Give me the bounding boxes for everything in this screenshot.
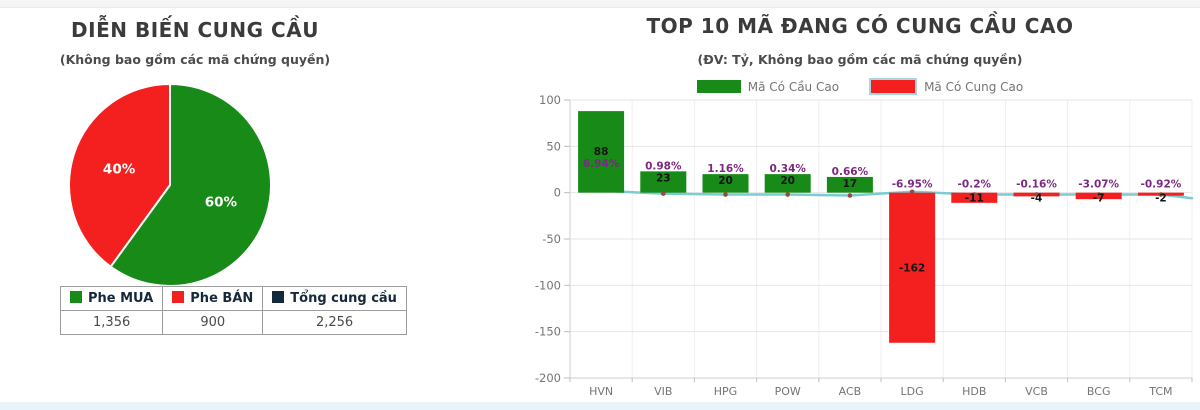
legend-item-demand[interactable]: Mã Có Cầu Cao — [696, 79, 840, 94]
bar-chart-legend: Mã Có Cầu Cao Mã Có Cung Cao — [530, 78, 1190, 95]
y-axis-tick-label: -100 — [535, 278, 561, 292]
table-swatch-0 — [70, 291, 82, 303]
x-axis-label-VIB: VIB — [654, 385, 672, 398]
bar-value-label: 17 — [843, 178, 858, 190]
y-axis-tick-label: -200 — [535, 371, 561, 385]
legend-label-demand: Mã Có Cầu Cao — [747, 79, 840, 94]
x-axis-label-ACB: ACB — [839, 385, 862, 398]
trend-marker — [909, 189, 915, 195]
pie-chart: 60% 40% — [68, 83, 272, 287]
x-axis-label-LDG: LDG — [901, 385, 924, 398]
legend-label-supply: Mã Có Cung Cao — [924, 79, 1024, 94]
bar-pct-label: 0.34% — [769, 163, 806, 175]
pie-slice-label: 60% — [205, 195, 238, 211]
trend-marker — [1096, 192, 1101, 197]
x-axis-label-VCB: VCB — [1025, 385, 1048, 398]
table-header-0: Phe MUA — [59, 286, 164, 311]
bar-pct-label: -0.92% — [1141, 179, 1182, 191]
table-swatch-1 — [172, 291, 185, 303]
x-axis-label-BCG: BCG — [1087, 385, 1111, 398]
x-axis-label-HPG: HPG — [714, 385, 737, 398]
bar-VIB[interactable] — [640, 171, 687, 193]
bar-LDG[interactable] — [889, 192, 936, 343]
top-strip — [0, 0, 1200, 8]
bar-value-label: 20 — [780, 175, 795, 187]
y-axis-tick-label: 100 — [539, 93, 561, 107]
bar-pct-label: -0.2% — [958, 179, 992, 191]
bottom-strip — [0, 402, 1200, 410]
bar-section-title: TOP 10 MÃ ĐANG CÓ CUNG CẦU CAO — [646, 14, 1074, 38]
pie-section-title: DIỄN BIẾN CUNG CẦU — [71, 18, 319, 42]
table-header-1: Phe BÁN — [162, 286, 264, 311]
bar-value-label: 20 — [718, 175, 733, 187]
y-axis-tick-label: -150 — [535, 325, 561, 339]
trend-marker — [847, 193, 853, 198]
bar-pct-label: 1.16% — [707, 163, 744, 175]
x-axis-label-HVN: HVN — [589, 385, 613, 398]
bar-pct-label: 0.98% — [645, 160, 682, 172]
trend-marker — [661, 191, 666, 196]
table-value-1: 900 — [162, 310, 264, 335]
x-axis-label-HDB: HDB — [962, 385, 986, 398]
bar-HVN[interactable] — [578, 111, 625, 193]
y-axis-tick-label: 50 — [546, 139, 561, 153]
trend-marker — [1158, 192, 1164, 197]
trend-marker — [785, 192, 790, 197]
trend-marker — [972, 192, 977, 197]
table-swatch-2 — [272, 291, 285, 303]
summary-table: Phe MUA Phe BÁN Tổng cung cầu 1,356 900 2,256 — [59, 286, 407, 335]
y-axis-tick-label: -50 — [542, 232, 561, 246]
bar-value-label: 23 — [656, 172, 671, 184]
bar-pct-label: 0.66% — [832, 166, 869, 178]
bar-value-label: -4 — [1031, 193, 1043, 205]
bar-section-subtitle: (ĐV: Tỷ, Không bao gồm các mã chứng quyề… — [697, 52, 1023, 67]
bar-value-label: 88 — [594, 146, 609, 158]
table-value-0: 1,356 — [59, 310, 164, 335]
x-axis-label-TCM: TCM — [1148, 385, 1172, 398]
legend-item-supply[interactable]: Mã Có Cung Cao — [869, 78, 1023, 95]
trend-marker — [723, 192, 728, 197]
table-value-2: 2,256 — [262, 310, 407, 335]
bar-POW[interactable] — [764, 174, 811, 193]
bar-pct-label: -3.07% — [1078, 179, 1119, 191]
pie-section-subtitle: (Không bao gồm các mã chứng quyền) — [59, 52, 331, 67]
pie-slice-Phe-BÁN[interactable] — [68, 83, 171, 268]
table-header-2: Tổng cung cầu — [262, 286, 407, 311]
bar-HDB[interactable] — [951, 192, 998, 203]
bar-chart: 100 50 0 -50 -100 -150 -200 886.94% 0.98%23 1.16%… — [535, 93, 1194, 398]
bar-value-label: -7 — [1093, 193, 1105, 205]
bar-value-label: -11 — [965, 193, 984, 205]
bar-HPG[interactable] — [702, 174, 749, 193]
bar-value-label: -162 — [899, 263, 925, 275]
bar-pct-label: 6.94% — [583, 158, 620, 170]
bar-pct-label: -6.95% — [892, 179, 933, 191]
trend-marker — [1034, 192, 1039, 197]
x-axis-label-POW: POW — [775, 385, 801, 398]
bar-ACB[interactable] — [826, 176, 873, 193]
bar-pct-label: -0.16% — [1016, 179, 1057, 191]
pie-slice-Phe-MUA[interactable] — [109, 83, 272, 287]
y-axis-tick-label: 0 — [554, 186, 561, 200]
bar-value-label: -2 — [1155, 193, 1167, 205]
green-legend-swatch — [696, 80, 741, 93]
red-legend-swatch — [869, 78, 918, 95]
pie-slice-label: 40% — [103, 161, 136, 177]
